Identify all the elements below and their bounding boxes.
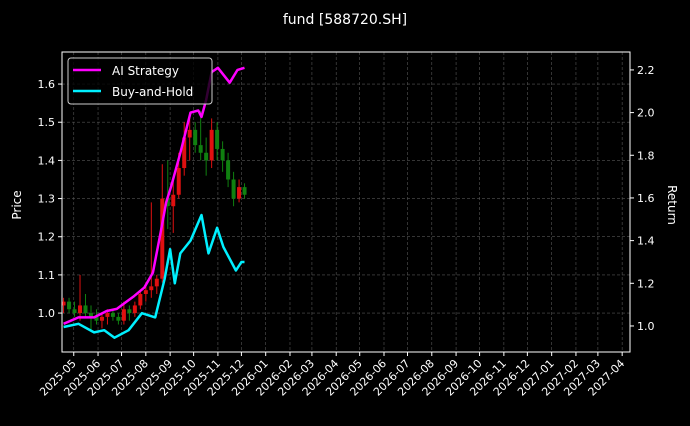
candle (72, 301, 77, 317)
y-tick-label-right: 1.0 (637, 320, 655, 333)
candle-body (88, 313, 93, 317)
candle (187, 114, 192, 161)
y-tick-label-right: 1.2 (637, 277, 655, 290)
candle (209, 118, 214, 169)
y-tick-label-right: 2.0 (637, 107, 655, 120)
candle (132, 301, 137, 317)
candle-body (165, 198, 170, 207)
y-tick-label-right: 1.8 (637, 149, 655, 162)
y-tick-label-right: 2.2 (637, 64, 655, 77)
legend-label-bh: Buy-and-Hold (112, 85, 193, 99)
y-tick-label-left: 1.3 (38, 193, 56, 206)
y-label-right: Return (665, 185, 679, 225)
candle (231, 171, 236, 207)
candle-body (127, 309, 132, 314)
candle (204, 137, 209, 176)
candle (171, 179, 176, 233)
candle-body (193, 129, 198, 146)
candle-body (176, 168, 181, 195)
candle-body (143, 290, 148, 294)
candle-body (187, 129, 192, 138)
candle (149, 202, 154, 298)
candle-body (116, 316, 121, 321)
candle (88, 305, 93, 333)
y-tick-label-right: 1.4 (637, 235, 655, 248)
legend-label-ai: AI Strategy (112, 64, 179, 78)
legend-box (67, 57, 213, 105)
candle (182, 122, 187, 176)
y-label-left: Price (10, 190, 24, 219)
candle (61, 297, 66, 314)
return-lines (63, 66, 245, 339)
candle (127, 305, 132, 321)
y-tick-label-left: 1.1 (38, 269, 56, 282)
price-candles (61, 110, 247, 333)
candle (138, 290, 143, 310)
candle-body (242, 187, 247, 195)
candle-body (61, 301, 66, 306)
candle-body (110, 313, 115, 317)
candle-body (83, 305, 88, 314)
candle-body (198, 145, 203, 153)
y-tick-label-left: 1.6 (38, 78, 56, 91)
candle (121, 301, 126, 325)
candle (116, 313, 121, 325)
y-tick-label-left: 1.4 (38, 154, 56, 167)
candle (215, 122, 220, 161)
candle-body (160, 198, 165, 279)
candle-body (67, 301, 72, 310)
candle-body (171, 194, 176, 207)
legend: AI Strategy Buy-and-Hold (67, 57, 213, 105)
line-ai-strategy (63, 66, 245, 325)
candle (83, 293, 88, 317)
chart-title: fund [588720.SH] (283, 12, 407, 28)
candle-body (209, 129, 214, 161)
candle-body (215, 129, 220, 149)
candle (226, 152, 231, 188)
candle-body (99, 316, 104, 321)
y-tick-label-left: 1.2 (38, 231, 56, 244)
candle (110, 309, 115, 321)
x-axis: 2025-052025-062025-072025-082025-092025-… (37, 352, 627, 399)
candle (78, 274, 83, 321)
candle-body (121, 309, 126, 321)
candle (220, 141, 225, 172)
candle (67, 297, 72, 314)
candle-body (231, 179, 236, 199)
candle (198, 110, 203, 161)
candle-body (132, 305, 137, 314)
candle-body (154, 278, 159, 287)
line-buy-and-hold (63, 213, 245, 339)
candle-body (226, 160, 231, 180)
candle (193, 122, 198, 153)
plot-frame (61, 51, 631, 353)
candle (242, 183, 247, 199)
candle-body (72, 309, 77, 314)
y-tick-label-left: 1.0 (38, 307, 56, 320)
candle (154, 274, 159, 294)
candle-body (204, 152, 209, 161)
candle (237, 179, 242, 203)
candle-body (182, 137, 187, 169)
candle-body (94, 316, 99, 321)
candle-body (149, 286, 154, 291)
y-axis-left: 1.0 1.1 1.2 1.3 1.4 1.5 1.6 (38, 78, 62, 320)
y-tick-label-right: 1.6 (637, 192, 655, 205)
y-axis-right: 1.0 1.2 1.4 1.6 1.8 2.0 2.2 (630, 64, 655, 333)
candle-body (105, 313, 110, 317)
candle-body (138, 293, 143, 306)
candle-body (220, 148, 225, 161)
candle-body (237, 187, 242, 199)
y-tick-label-left: 1.5 (38, 116, 56, 129)
candle-body (78, 305, 83, 314)
candle (99, 313, 104, 329)
